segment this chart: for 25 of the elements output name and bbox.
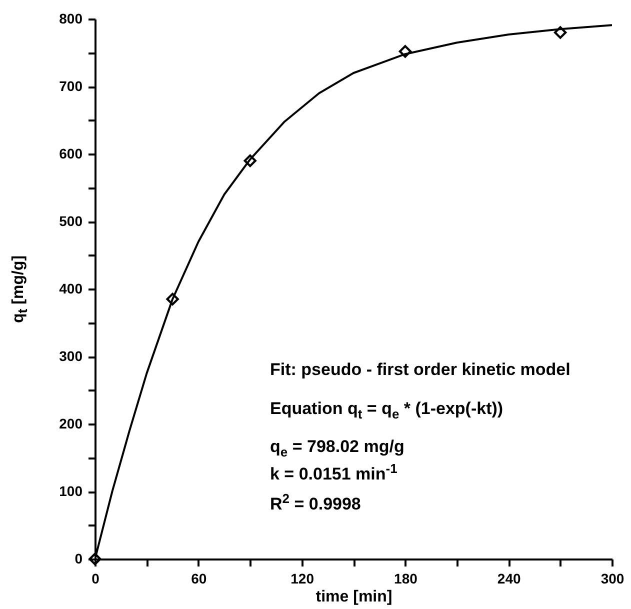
y-tick-label: 700 [59, 78, 83, 94]
point [398, 45, 412, 58]
y-tick-label: 0 [74, 550, 83, 566]
point [244, 154, 256, 168]
annotation: R$^{2}$ = 0.9998 [270, 491, 361, 515]
y-tick-label: 600 [59, 146, 83, 162]
annotation: k = 0.0151 min$^{-1}$ [270, 461, 398, 485]
y-tick-label: 400 [59, 280, 83, 296]
y-tick-label: 100 [59, 483, 83, 499]
x-tick-label: 300 [600, 570, 624, 586]
x-tick-label: 240 [497, 570, 521, 586]
x-tick-label: 0 [92, 570, 100, 586]
point [554, 26, 567, 39]
annotation: Fit: pseudo - first order kinetic model [270, 360, 570, 380]
x-tick-label: 120 [290, 570, 314, 586]
y-tick-label: 300 [59, 348, 83, 364]
point [166, 292, 179, 306]
y-tick-label: 500 [59, 213, 83, 229]
annotation: q$_{e}$ = 798.02 mg/g [270, 437, 404, 460]
annotation: Equation q$_{t}$ = q$_{e}$ * (1-exp(-kt)) [270, 399, 504, 422]
y-tick-label: 200 [59, 416, 83, 432]
x-tick-label: 60 [191, 570, 207, 586]
x-axis-title: time [min] [316, 588, 392, 606]
x-tick-label: 180 [394, 570, 418, 586]
y-tick-label: 800 [59, 10, 83, 26]
